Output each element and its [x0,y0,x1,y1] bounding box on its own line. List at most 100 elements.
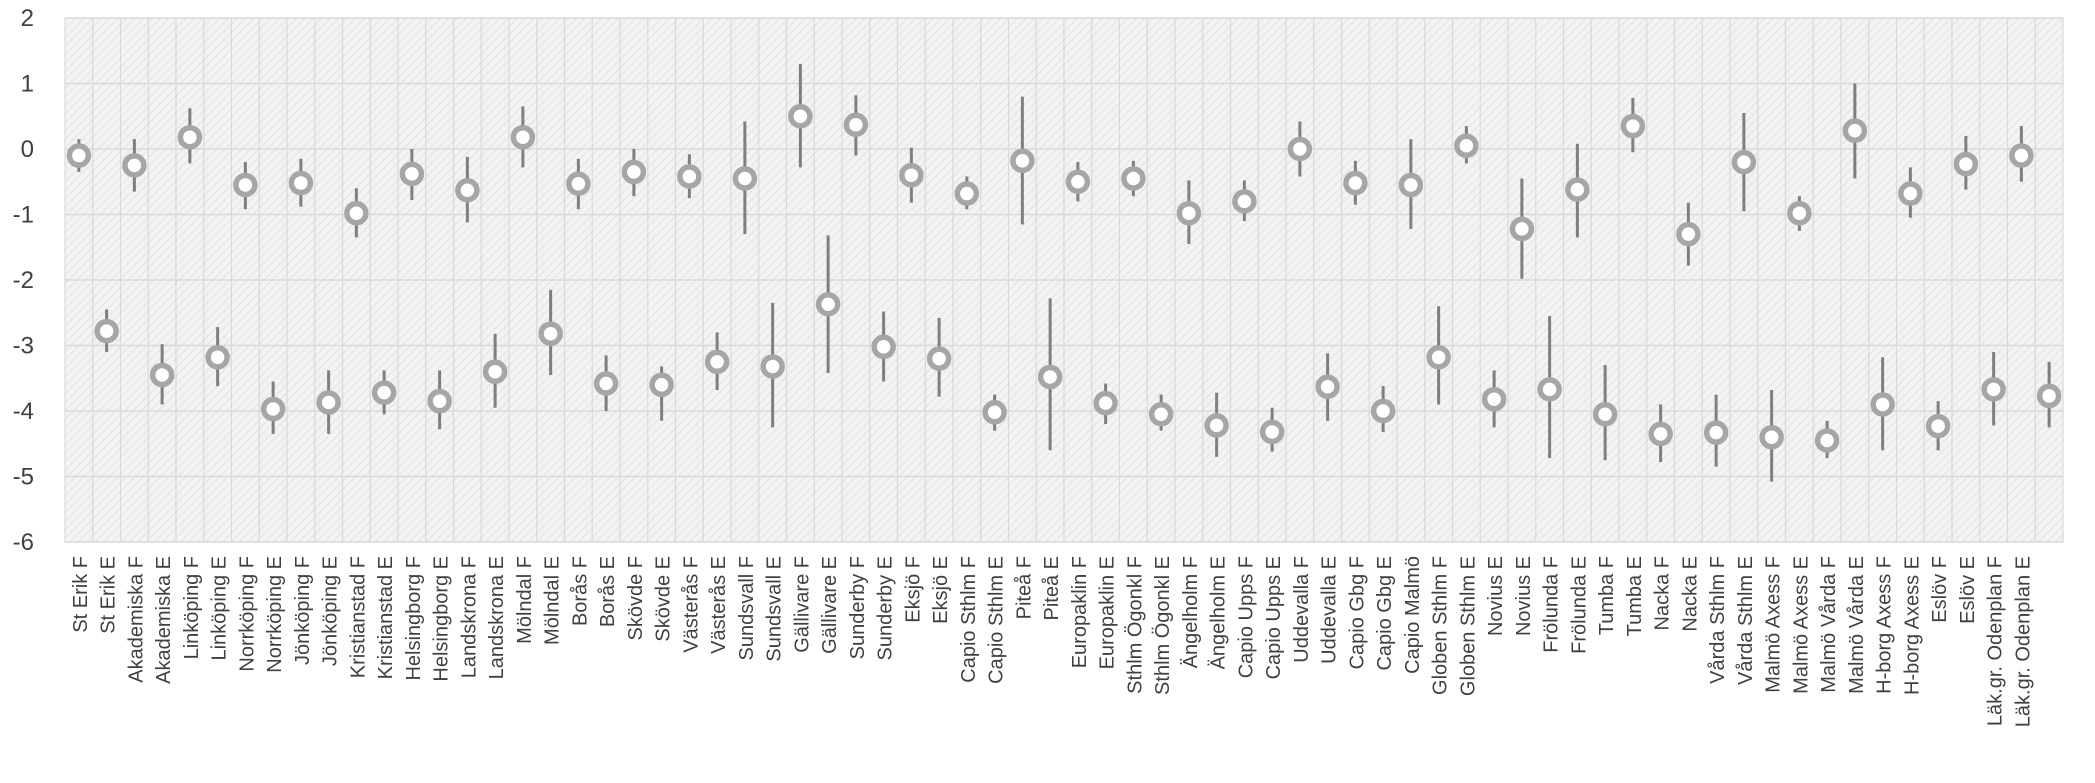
data-point [1093,390,1118,416]
x-tick-label: Capio Upps F [1235,556,1257,678]
x-tick-label: Sunderby E [875,556,897,661]
data-point [1592,402,1618,427]
y-tick-label: -4 [13,398,34,425]
x-tick-label: Västerås E [708,556,730,654]
data-point [621,159,647,185]
data-point [926,346,952,371]
data-point [1981,377,2006,402]
x-tick-label: Nacka F [1652,556,1674,630]
data-markers [66,104,2062,453]
data-point [1898,181,1923,206]
data-point [1121,166,1146,191]
data-point [288,170,314,196]
x-tick-label: Globen Sthlm F [1430,556,1452,695]
data-point [1232,189,1257,214]
data-point [760,354,785,379]
data-point [538,321,563,346]
data-point [1426,345,1451,370]
data-point [344,200,369,226]
x-tick-label: Kristianstad F [347,556,369,678]
y-tick-label: 1 [21,71,34,98]
data-point [1370,398,1396,424]
data-point [732,166,758,191]
x-tick-label: Gällivare E [819,556,841,654]
data-point [1953,151,1979,177]
data-point [177,124,203,150]
data-point [1010,148,1035,174]
x-tick-label: Jönköping E [320,556,342,666]
x-tick-label: Frölunda E [1568,556,1590,654]
x-tick-label: Ängelholm E [1208,556,1230,669]
x-tick-label: St Erik F [70,556,92,633]
data-point [649,372,674,398]
data-point [1648,421,1673,447]
x-tick-label: Borås F [569,556,591,626]
data-point [482,359,508,384]
y-tick-label: -6 [13,529,34,556]
data-point [510,124,536,150]
x-tick-label: Vårda Sthlm E [1735,556,1757,685]
data-point [1204,413,1229,438]
x-tick-label: Eslöv E [1957,556,1979,624]
data-point [954,181,980,206]
data-point [1759,424,1784,450]
gridlines [64,17,2064,543]
data-point [1870,392,1895,417]
data-point [427,388,452,414]
x-tick-label: Norrköping E [264,556,286,673]
x-axis: St Erik F St Erik E Akademiska F Akademiska… [70,556,2035,727]
x-tick-label: Eslöv F [1929,556,1951,623]
data-point [1037,364,1063,390]
x-tick-label: Tumba E [1624,556,1646,636]
x-tick-label: Helsingborg E [431,556,453,682]
data-point [1148,402,1174,427]
data-point [843,112,869,138]
data-point [1620,113,1646,139]
x-tick-label: Piteå F [1013,556,1035,619]
data-point [1703,420,1729,445]
data-point [233,172,258,198]
data-point [399,161,425,187]
x-tick-label: Uddevalla F [1291,556,1313,663]
x-tick-label: Norrköping F [236,556,258,672]
y-tick-label: 0 [21,136,34,163]
data-point [1731,149,1757,175]
data-point [1315,374,1340,400]
x-tick-label: Skövde F [625,556,647,640]
data-point [1814,428,1840,453]
y-tick-label: -3 [13,333,34,360]
data-point [1537,377,1562,402]
data-point [316,390,341,415]
x-tick-label: Novius E [1513,556,1535,636]
x-tick-label: Capio Sthlm E [986,556,1008,684]
x-tick-label: Ängelholm F [1180,556,1202,668]
x-tick-label: Piteå E [1041,556,1063,620]
data-point [1454,133,1479,158]
data-point [122,153,147,178]
x-tick-label: H-borg Axess E [1901,556,1923,695]
data-point [1676,221,1701,247]
x-tick-label: Malmö Axess E [1790,556,1812,694]
data-point [455,178,480,203]
data-point [1176,200,1202,226]
data-point [1787,200,1812,226]
data-point [982,400,1007,425]
data-point [205,345,230,370]
x-tick-label: Kristianstad E [375,556,397,679]
x-tick-label: Novius E [1485,556,1507,636]
x-tick-label: Globen Sthlm E [1457,556,1479,696]
x-tick-label: Landskrona E [486,556,508,679]
x-tick-label: Capio Gbg E [1374,556,1396,671]
x-tick-label: Akademiska E [153,556,175,684]
x-tick-label: Landskrona F [458,556,480,678]
y-axis: 2 1 0 -1 -2 -3 -4 -5 -6 [13,5,34,556]
data-point [677,164,702,189]
data-point [593,371,619,396]
x-tick-label: Linköping F [181,556,203,659]
x-tick-label: Läk.gr. Odenplan F [1985,556,2007,726]
x-tick-label: Mölndal E [542,556,564,645]
x-tick-label: Läk.gr. Odenplan E [2012,556,2034,727]
x-tick-label: Eksjö E [930,556,952,624]
data-point [1481,386,1507,412]
data-point [2009,143,2034,168]
